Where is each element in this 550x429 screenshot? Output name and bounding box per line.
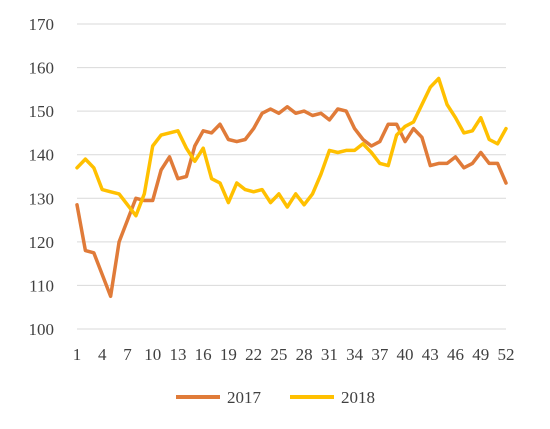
y-tick-label: 120 [29, 233, 55, 252]
x-tick-label: 52 [498, 345, 515, 364]
y-axis-tick-labels: 100 110 120 130 140 150 160 170 [29, 15, 55, 339]
series-line-2017 [75, 105, 508, 299]
x-tick-label: 40 [397, 345, 414, 364]
legend: 2017 2018 [176, 388, 375, 407]
y-tick-label: 140 [29, 146, 55, 165]
x-tick-label: 25 [270, 345, 287, 364]
series-line-2018 [75, 76, 508, 218]
y-tick-label: 110 [29, 276, 54, 295]
x-tick-label: 19 [220, 345, 237, 364]
x-tick-label: 10 [144, 345, 161, 364]
x-tick-label: 13 [169, 345, 186, 364]
x-tick-label: 28 [296, 345, 313, 364]
legend-label-2018: 2018 [341, 388, 375, 407]
y-tick-label: 130 [29, 189, 55, 208]
x-tick-label: 22 [245, 345, 262, 364]
y-tick-label: 160 [29, 59, 55, 78]
x-tick-label: 37 [371, 345, 389, 364]
x-tick-label: 31 [321, 345, 338, 364]
y-tick-label: 100 [29, 320, 55, 339]
x-tick-label: 43 [422, 345, 439, 364]
x-tick-label: 16 [195, 345, 212, 364]
y-tick-label: 150 [29, 102, 55, 121]
x-tick-label: 1 [73, 345, 82, 364]
x-axis-tick-labels: 1 4 7 10 13 16 19 22 25 28 31 34 37 40 43 46 49 52 [73, 345, 515, 364]
x-tick-label: 34 [346, 345, 364, 364]
y-tick-label: 170 [29, 15, 55, 34]
x-tick-label: 49 [472, 345, 489, 364]
x-tick-label: 46 [447, 345, 464, 364]
legend-label-2017: 2017 [227, 388, 262, 407]
series-lines [75, 76, 508, 299]
x-tick-label: 4 [98, 345, 107, 364]
x-tick-label: 7 [123, 345, 132, 364]
gridlines [77, 23, 506, 286]
